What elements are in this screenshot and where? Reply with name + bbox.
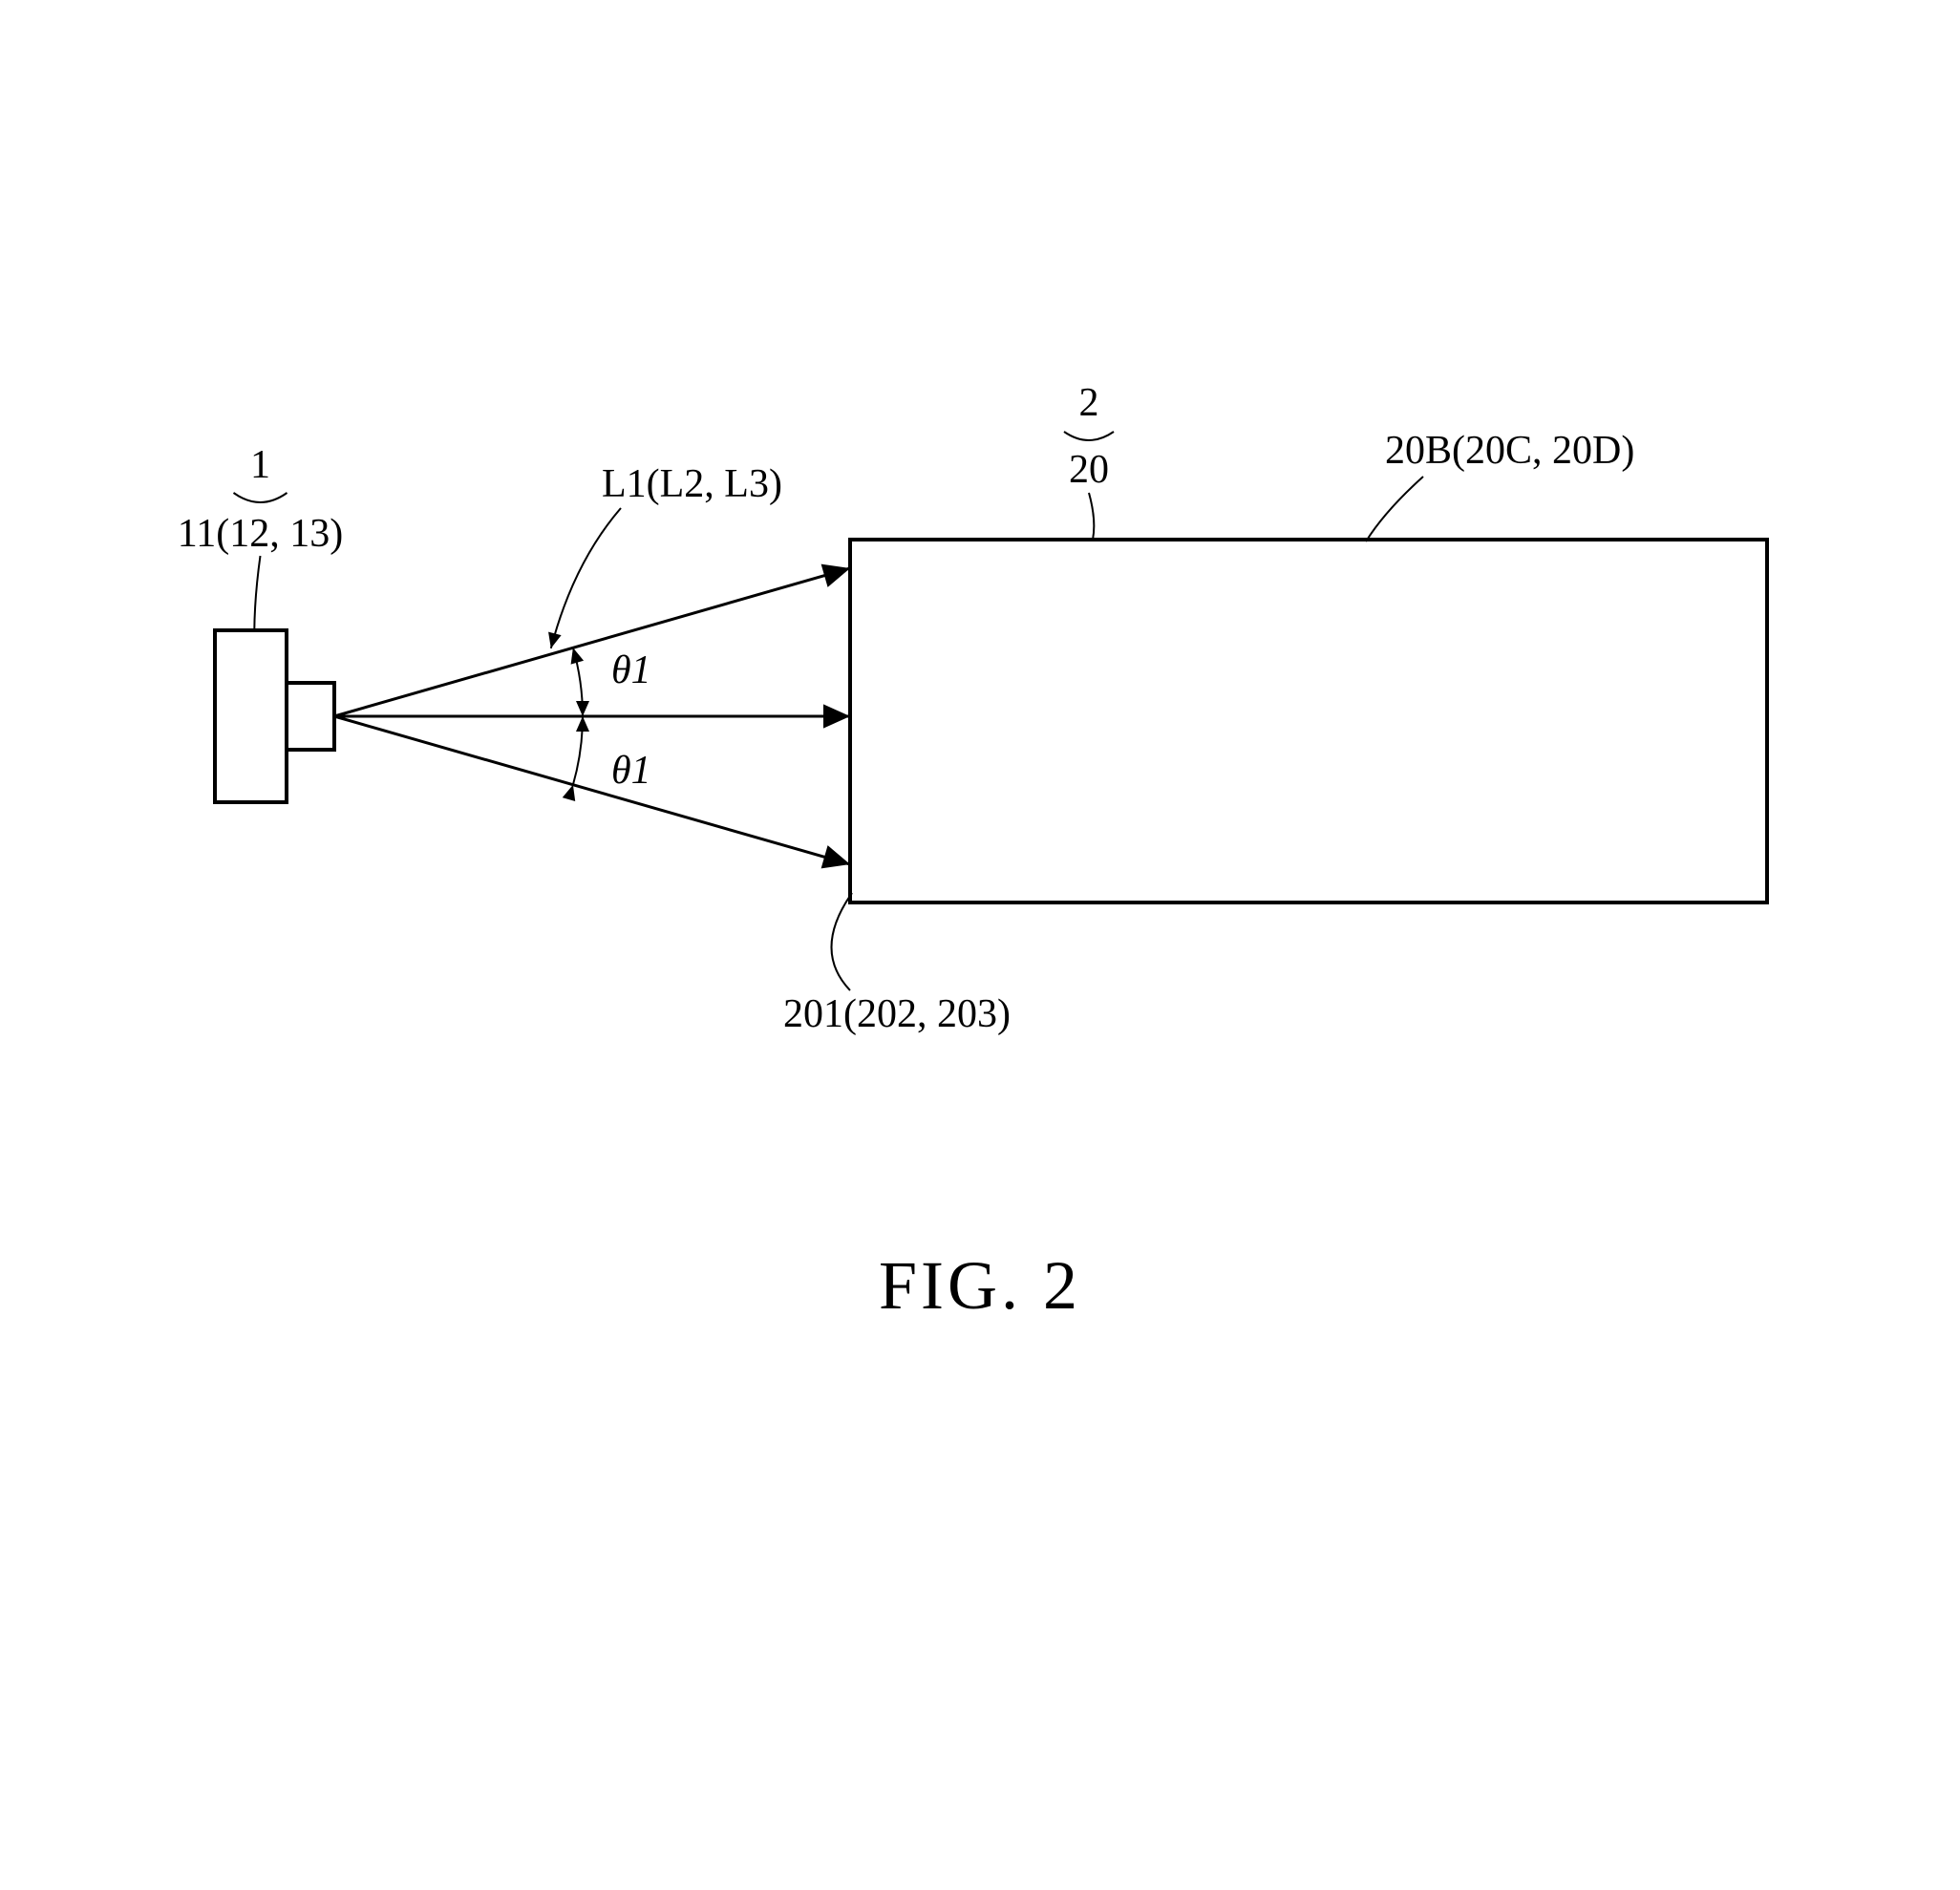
box-top-leader [1089, 493, 1094, 540]
box-ref-sub: 20 [1069, 448, 1109, 492]
figure-caption: FIG. 2 [879, 1247, 1081, 1324]
box-ref-top: 2 [1079, 381, 1099, 425]
box-bottom-label: 201(202, 203) [783, 992, 1011, 1036]
source-ref-sub: 11(12, 13) [178, 512, 343, 556]
box-right-label: 20B(20C, 20D) [1385, 429, 1634, 473]
target-box [850, 540, 1767, 903]
beam-label: L1(L2, L3) [602, 462, 782, 506]
figure-diagram: 1 11(12, 13) θ1 θ1 L1(L2, L3) 2 20 20B(20C, 20D… [0, 0, 1960, 1890]
source-leader [254, 556, 260, 632]
source-ref-top: 1 [250, 443, 270, 487]
box-right-leader [1366, 477, 1423, 542]
theta-lower: θ1 [611, 749, 651, 793]
theta-upper: θ1 [611, 648, 651, 692]
box-bottom-leader [831, 893, 852, 990]
source-lens [287, 683, 334, 750]
source-body [215, 630, 287, 802]
beam-leader [551, 508, 621, 648]
